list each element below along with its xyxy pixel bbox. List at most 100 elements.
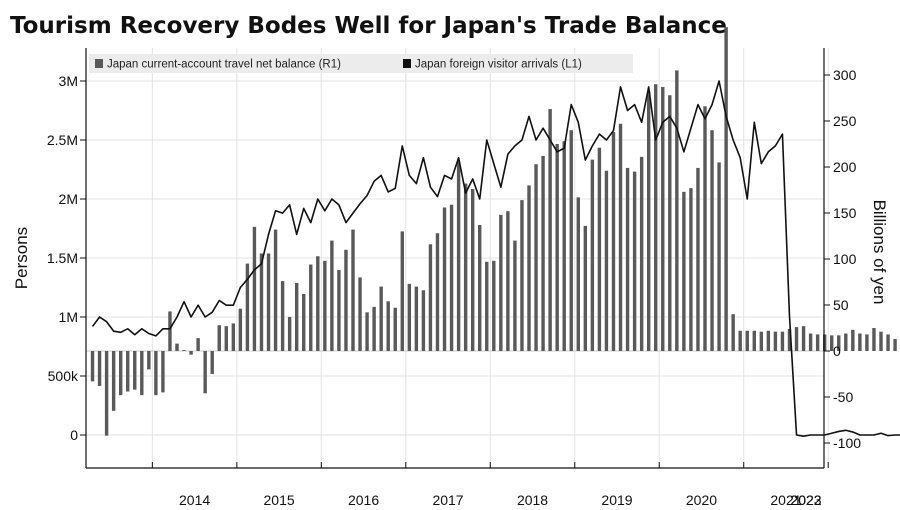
bar — [182, 350, 186, 351]
bar — [513, 240, 517, 351]
bar — [442, 207, 447, 351]
right-tick-label: 200 — [833, 159, 857, 175]
x-tick-label: 2019 — [601, 492, 632, 508]
visitor-arrivals-line — [91, 80, 900, 437]
bar — [654, 84, 658, 351]
bar — [499, 214, 503, 351]
bar — [463, 183, 468, 351]
bar — [590, 159, 595, 351]
bar — [393, 307, 397, 351]
bar — [851, 329, 855, 351]
left-tick-label: 3M — [59, 73, 78, 89]
right-tick-label: 100 — [833, 251, 857, 267]
bar — [196, 338, 200, 351]
bar — [773, 331, 778, 351]
bar — [252, 226, 257, 351]
bar — [710, 130, 714, 351]
bar — [126, 351, 130, 392]
bar — [618, 123, 623, 351]
bar — [766, 330, 771, 351]
bar — [485, 261, 489, 351]
bar — [569, 130, 573, 351]
bar — [203, 351, 207, 394]
right-tick-label: -50 — [833, 389, 853, 405]
x-tick-label: 2022 — [790, 492, 821, 508]
x-tick-label: 2015 — [264, 492, 295, 508]
bar — [583, 225, 588, 351]
left-tick-label: 1M — [59, 309, 78, 325]
bar — [830, 335, 834, 351]
bar — [210, 351, 214, 374]
bar — [745, 330, 749, 351]
right-axis-label: Billions of yen — [870, 200, 889, 305]
bar — [611, 132, 616, 351]
bar — [266, 253, 271, 351]
bar — [478, 224, 482, 351]
axes: 2014 2015 2016 2017 2018 2019 2020 202120222023… — [47, 48, 861, 508]
legend-swatch — [403, 59, 411, 68]
bar — [90, 351, 95, 382]
bar — [879, 331, 883, 351]
bar — [351, 229, 355, 351]
bar — [886, 334, 890, 351]
bar — [365, 312, 369, 351]
bar — [668, 95, 672, 352]
right-tick-label: -100 — [833, 435, 861, 451]
bar — [456, 161, 461, 351]
bar — [872, 328, 876, 351]
bar — [175, 343, 179, 351]
bar — [837, 335, 841, 351]
x-tick-label: 2018 — [517, 492, 548, 508]
bar — [858, 333, 862, 351]
bar — [562, 141, 566, 351]
bar — [752, 330, 756, 351]
legend-swatch — [95, 59, 103, 68]
bar — [541, 155, 545, 351]
bar — [358, 277, 362, 351]
bar — [309, 264, 313, 351]
bar — [231, 323, 236, 351]
bar — [675, 70, 679, 352]
bar — [154, 351, 158, 396]
legend-label: Japan foreign visitor arrivals (L1) — [415, 59, 582, 71]
right-tick-label: 50 — [833, 297, 849, 313]
bar — [548, 109, 552, 351]
bar — [330, 240, 334, 351]
bar — [407, 283, 412, 351]
bar — [534, 164, 538, 351]
right-tick-label: 150 — [833, 205, 857, 221]
bar — [118, 351, 123, 396]
bar — [703, 106, 707, 351]
bar — [273, 229, 278, 351]
legend-label: Japan current-account travel net balance… — [107, 59, 341, 71]
bar — [815, 334, 820, 351]
bar — [844, 333, 848, 351]
x-tick-label: 2021 — [770, 492, 801, 508]
x-tick-label: 2020 — [686, 492, 717, 508]
bar — [337, 270, 341, 351]
bar — [724, 27, 728, 351]
line-series — [91, 80, 900, 437]
bar — [527, 185, 531, 351]
bar — [696, 167, 700, 351]
bar — [717, 162, 721, 351]
right-tick-label: 300 — [833, 67, 857, 83]
bar — [801, 326, 806, 351]
left-tick-label: 1.5M — [47, 250, 78, 266]
bar — [780, 331, 785, 351]
left-tick-label: 2.5M — [47, 132, 78, 148]
right-tick-label: 250 — [833, 113, 857, 129]
bar — [893, 339, 897, 351]
bar — [147, 351, 151, 370]
legend-background — [89, 54, 633, 73]
bar — [428, 244, 433, 351]
bar — [492, 260, 496, 351]
left-tick-label: 0 — [70, 427, 78, 443]
bar — [140, 351, 144, 396]
bar — [294, 282, 299, 351]
bar — [111, 351, 116, 411]
bar — [386, 301, 390, 351]
x-tick-label: 2014 — [179, 492, 210, 508]
bar — [597, 147, 602, 351]
